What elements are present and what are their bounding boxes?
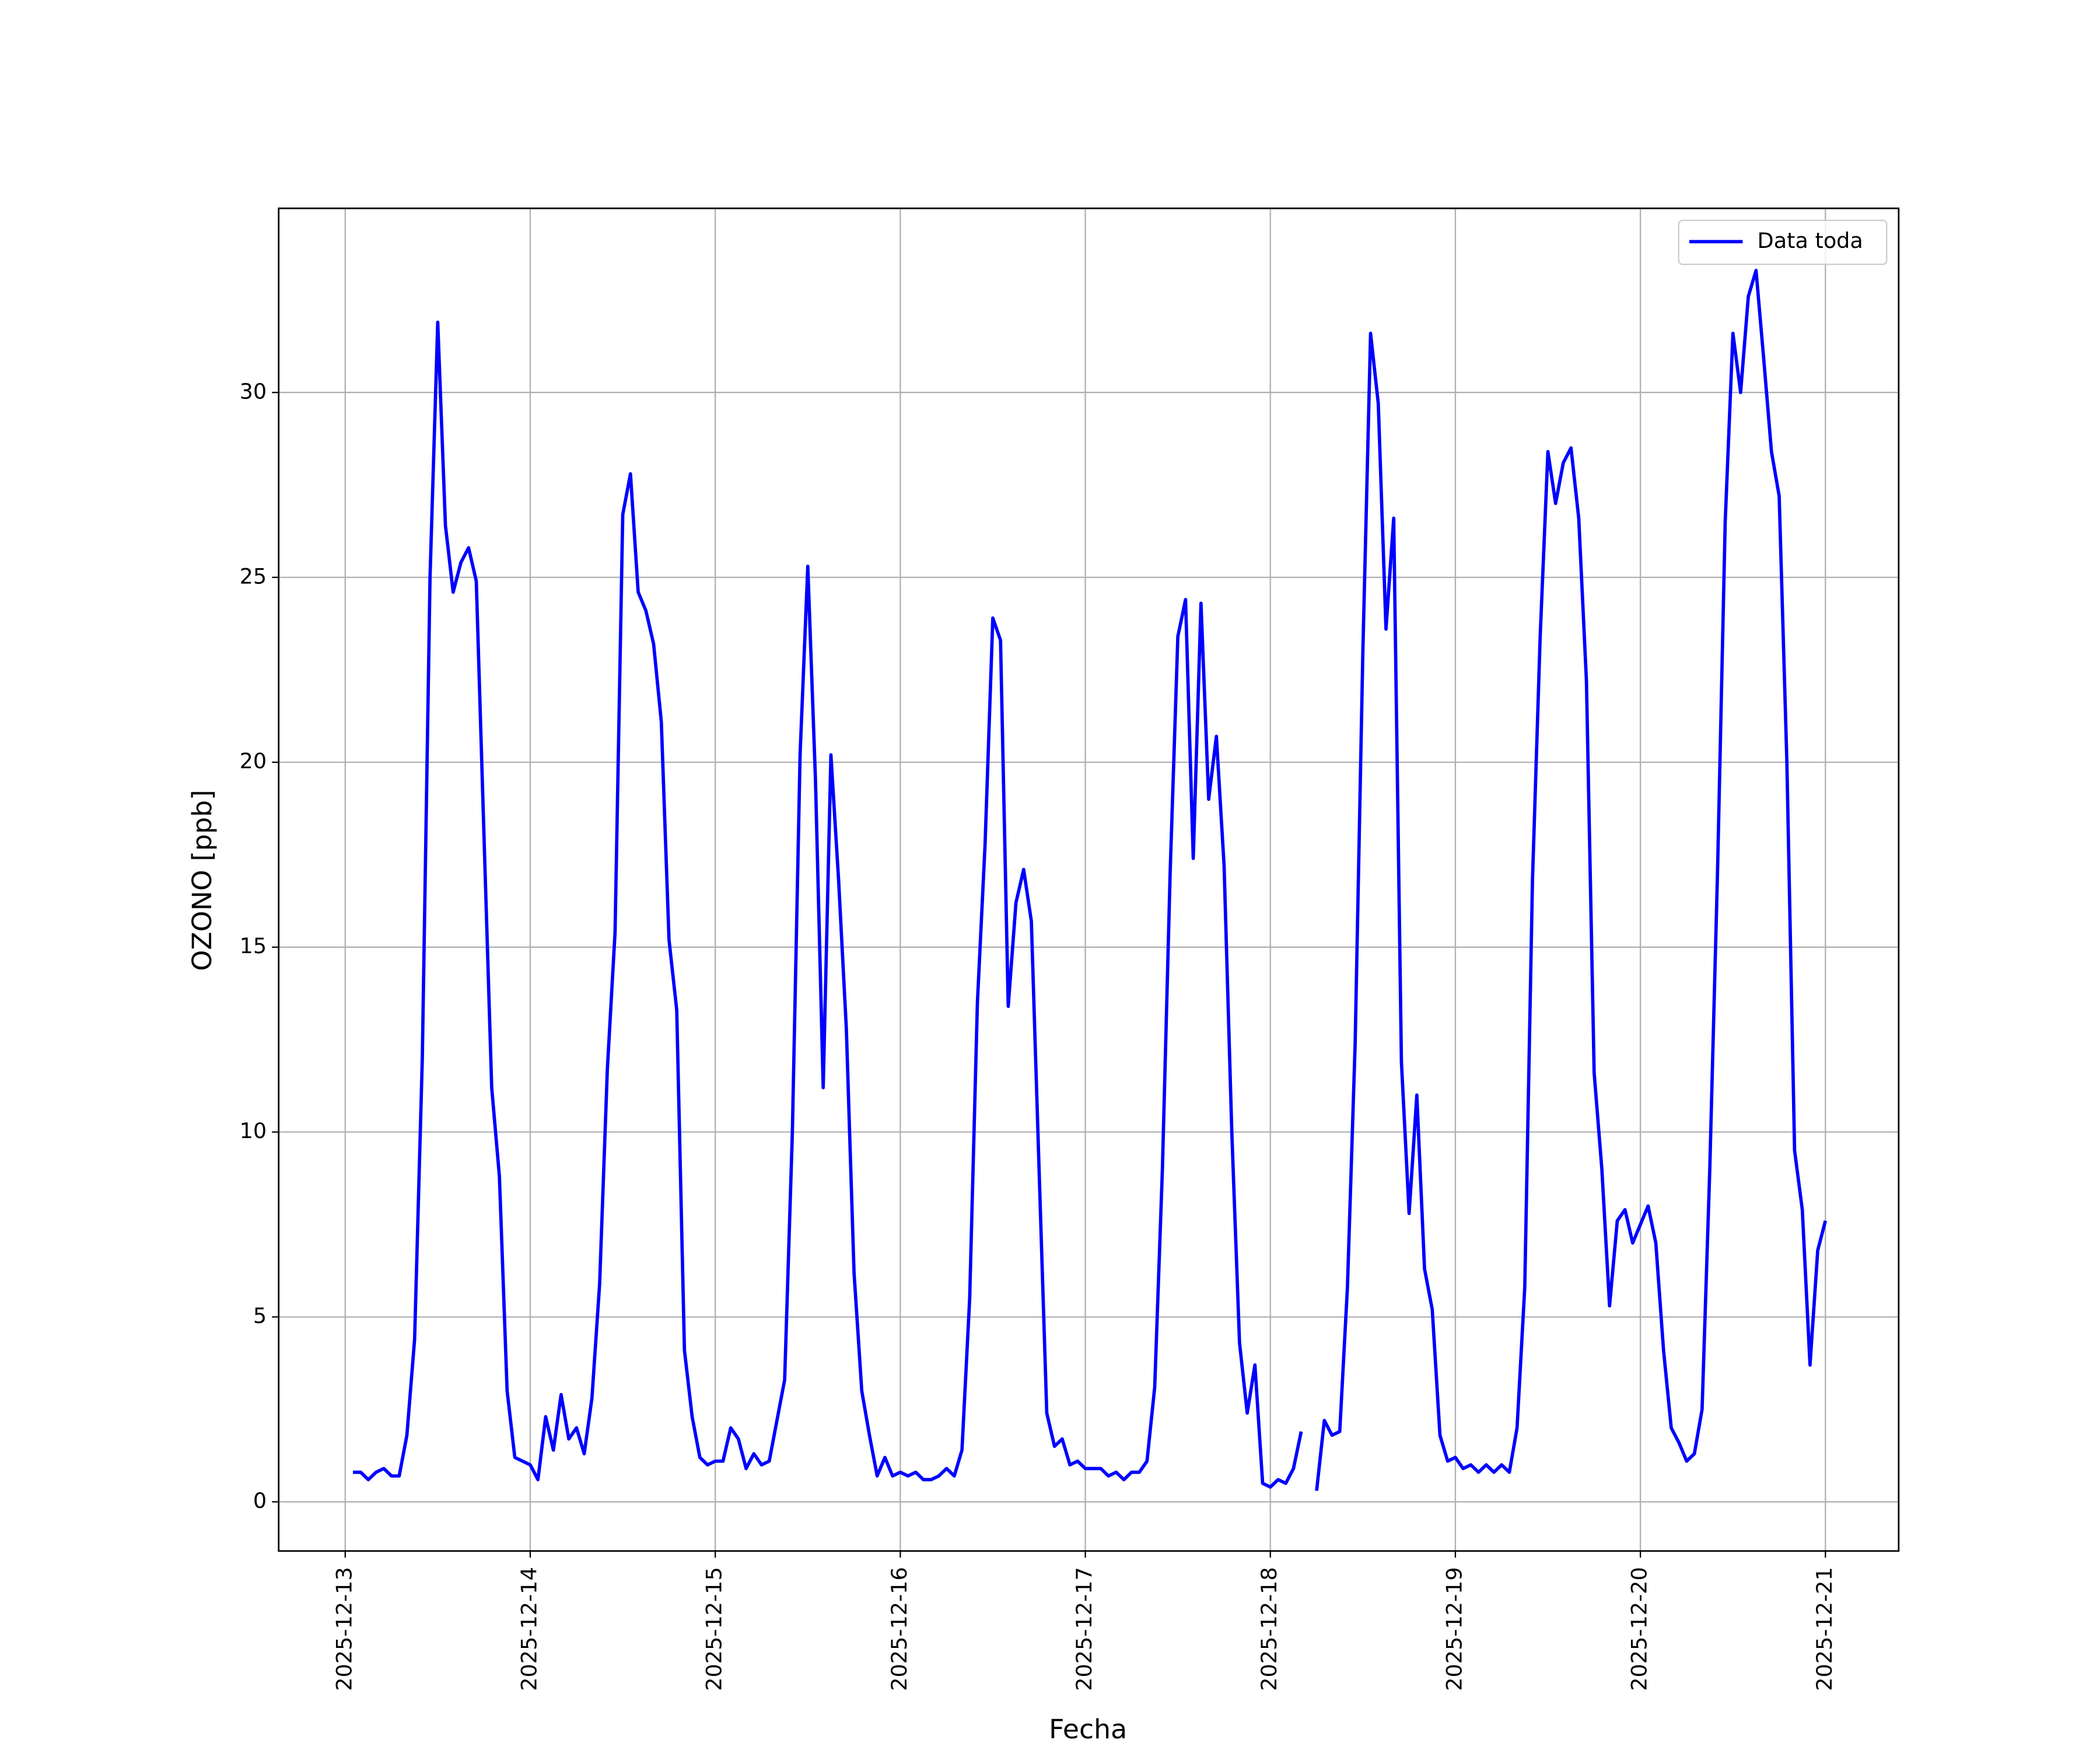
x-tick-label: 2025-12-18 [1256,1567,1282,1690]
y-tick-label: 0 [253,1488,267,1513]
y-tick-label: 5 [253,1303,267,1328]
x-tick-label: 2025-12-19 [1441,1567,1466,1690]
x-tick-label: 2025-12-16 [887,1567,912,1690]
y-tick-label: 15 [240,933,267,958]
y-tick-label: 20 [240,748,267,774]
x-tick-label: 2025-12-13 [331,1567,356,1690]
y-tick-label: 25 [240,564,267,589]
y-tick-label: 30 [240,379,267,404]
x-tick-label: 2025-12-17 [1072,1567,1097,1690]
data-line [1315,268,1828,1491]
data-line [353,320,1303,1489]
plot-frame [278,207,1900,1552]
x-axis-label: Fecha [1049,1714,1127,1745]
y-axis-label: OZONO [ppb] [187,790,218,971]
legend-box [1678,219,1888,265]
x-tick-label: 2025-12-20 [1627,1567,1652,1690]
x-tick-label: 2025-12-15 [702,1567,727,1690]
x-tick-label: 2025-12-21 [1812,1567,1837,1690]
x-tick-label: 2025-12-14 [516,1567,541,1690]
y-tick-label: 10 [240,1118,267,1143]
legend-label: Data toda [1758,228,1863,253]
